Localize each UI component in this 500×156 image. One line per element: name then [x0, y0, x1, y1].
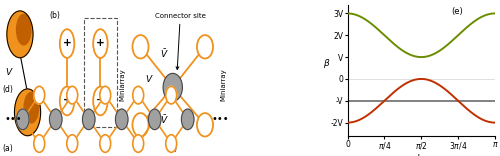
- Text: (c): (c): [168, 144, 178, 153]
- Ellipse shape: [100, 86, 110, 104]
- Text: •••: •••: [212, 114, 229, 124]
- Circle shape: [60, 87, 74, 115]
- Ellipse shape: [34, 135, 44, 152]
- Ellipse shape: [182, 109, 194, 130]
- Circle shape: [93, 87, 108, 115]
- Text: (b): (b): [49, 11, 60, 20]
- Text: $\bar{V}$: $\bar{V}$: [160, 113, 168, 126]
- Text: −: −: [96, 95, 105, 105]
- Ellipse shape: [132, 135, 143, 152]
- Ellipse shape: [16, 14, 31, 45]
- Ellipse shape: [166, 135, 176, 152]
- X-axis label: $k_s$: $k_s$: [416, 152, 426, 156]
- Circle shape: [197, 113, 213, 136]
- Ellipse shape: [67, 135, 78, 152]
- Ellipse shape: [148, 109, 161, 130]
- Text: •••: •••: [4, 114, 22, 124]
- Ellipse shape: [7, 11, 33, 58]
- Ellipse shape: [132, 86, 143, 104]
- Ellipse shape: [34, 86, 44, 104]
- Text: +: +: [62, 95, 72, 105]
- Ellipse shape: [50, 109, 62, 130]
- Ellipse shape: [100, 135, 110, 152]
- Ellipse shape: [82, 109, 95, 130]
- Y-axis label: $\beta$: $\beta$: [322, 57, 330, 70]
- Circle shape: [197, 35, 213, 58]
- Ellipse shape: [166, 86, 176, 104]
- Ellipse shape: [116, 109, 128, 130]
- Text: +: +: [96, 38, 105, 48]
- Ellipse shape: [14, 89, 40, 136]
- Text: V: V: [145, 75, 151, 84]
- Circle shape: [93, 29, 108, 58]
- Ellipse shape: [67, 86, 78, 104]
- Text: V: V: [6, 68, 12, 77]
- Text: Miniarray: Miniarray: [119, 68, 125, 101]
- Text: Miniarray: Miniarray: [220, 68, 226, 101]
- Text: Connector site: Connector site: [155, 13, 206, 69]
- Text: $\bar{V}$: $\bar{V}$: [160, 47, 168, 60]
- Circle shape: [132, 113, 148, 136]
- Text: (e): (e): [451, 7, 462, 16]
- Circle shape: [60, 29, 74, 58]
- Text: +: +: [62, 38, 72, 48]
- Circle shape: [163, 73, 182, 101]
- Ellipse shape: [24, 92, 38, 123]
- Text: (a): (a): [2, 144, 13, 153]
- Text: (d): (d): [2, 85, 13, 94]
- Circle shape: [132, 35, 148, 58]
- Ellipse shape: [16, 109, 29, 130]
